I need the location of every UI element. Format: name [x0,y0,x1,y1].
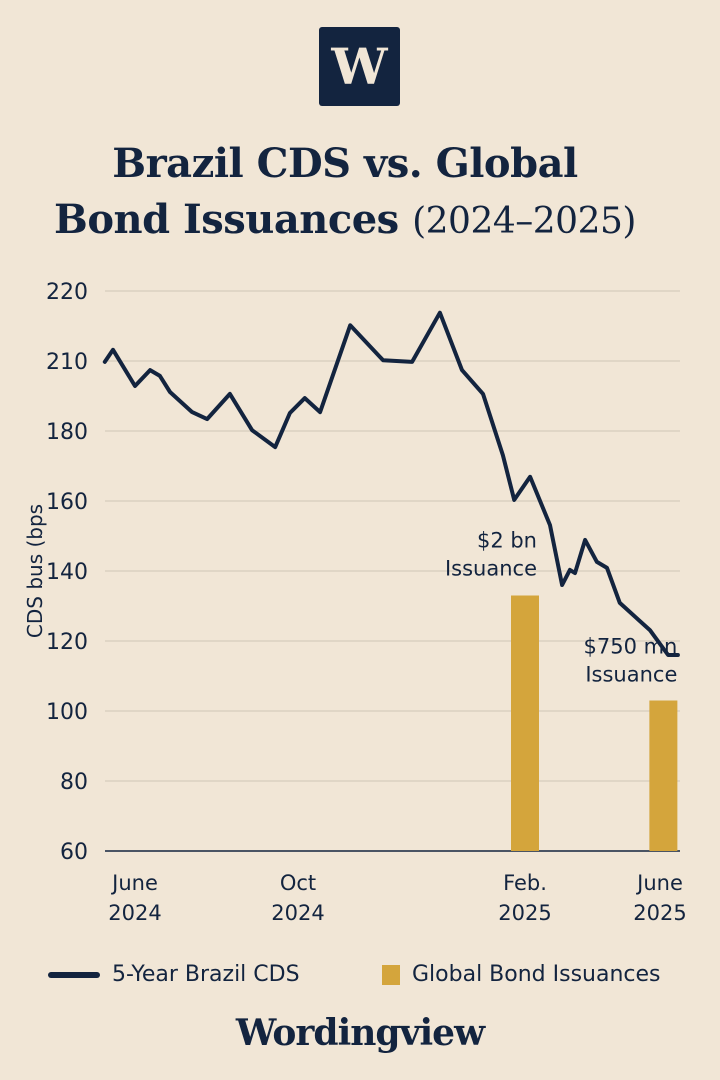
cds-point [482,393,484,395]
bar-annotation: Issuance [585,663,677,687]
chart-title-years: (2024–2025) [412,201,636,242]
cds-point [619,602,621,604]
cds-point [274,446,276,448]
cds-point [229,393,231,395]
y-tick-label: 100 [46,700,88,725]
legend-line-swatch [48,971,100,978]
legend-item-bonds: Global Bond Issuances [382,962,661,987]
bond-issuance-bar [649,700,678,851]
logo-letter: W [331,37,388,96]
cds-line [102,310,680,657]
cds-point [319,411,321,413]
bar-annotation: Issuance [445,557,537,581]
cds-point [112,349,114,351]
cds-point [569,569,571,571]
cds-point [104,361,106,363]
cds-point [606,567,608,569]
cds-point [667,654,669,656]
cds-point [649,629,651,631]
cds-point [574,572,576,574]
chart: 220 210 180 160 140 120 100 80 60 CDS bus (bps Jun… [23,280,687,925]
legend-label-bonds: Global Bond Issuances [412,962,661,987]
cds-point [529,476,531,478]
y-axis-label: CDS bus (bps [23,504,47,638]
cds-point [561,584,563,586]
cds-point [382,359,384,361]
bar-annotation: $2 bn [477,529,537,553]
cds-point [596,561,598,563]
y-tick-label: 80 [60,770,88,795]
legend-label-cds: 5-Year Brazil CDS [112,962,300,987]
cds-point [251,429,253,431]
brand-wordmark: Wordingview [235,1012,485,1054]
cds-point [289,412,291,414]
cds-point [149,369,151,371]
x-tick-label: 2024 [108,901,161,925]
x-tick-label: 2025 [498,901,551,925]
cds-point [191,411,193,413]
cds-point [549,524,551,526]
cds-point [513,499,515,501]
cds-point [134,385,136,387]
x-tick-label: Feb. [503,871,547,895]
y-tick-label: 60 [60,840,88,865]
legend-item-cds: 5-Year Brazil CDS [48,962,300,987]
cds-point [677,654,679,656]
y-tick-label: 220 [46,280,88,305]
y-tick-label: 180 [46,420,88,445]
x-tick-label: 2025 [633,901,686,925]
cds-point [304,397,306,399]
cds-point [502,454,504,456]
x-tick-label: June [635,871,683,895]
cds-point [159,375,161,377]
cds-point [169,391,171,393]
cds-point [411,361,413,363]
chart-title-bold: Bond Issuances [54,196,399,243]
chart-title-line2: Bond Issuances (2024–2025) [0,196,690,243]
y-tick-label: 120 [46,630,88,655]
cds-point [206,418,208,420]
bond-issuance-bar [511,595,539,851]
y-tick-label: 210 [46,350,88,375]
x-tick-label: Oct [280,871,316,895]
cds-point [349,324,351,326]
logo: W [319,27,400,106]
x-tick-label: June [110,871,158,895]
cds-point [584,539,586,541]
y-tick-label: 140 [46,560,88,585]
chart-title-line1: Brazil CDS vs. Global [112,140,578,187]
legend-bar-swatch [382,964,400,985]
cds-point [439,312,441,314]
x-tick-label: 2024 [271,901,324,925]
cds-point [461,369,463,371]
y-tick-label: 160 [46,490,88,515]
